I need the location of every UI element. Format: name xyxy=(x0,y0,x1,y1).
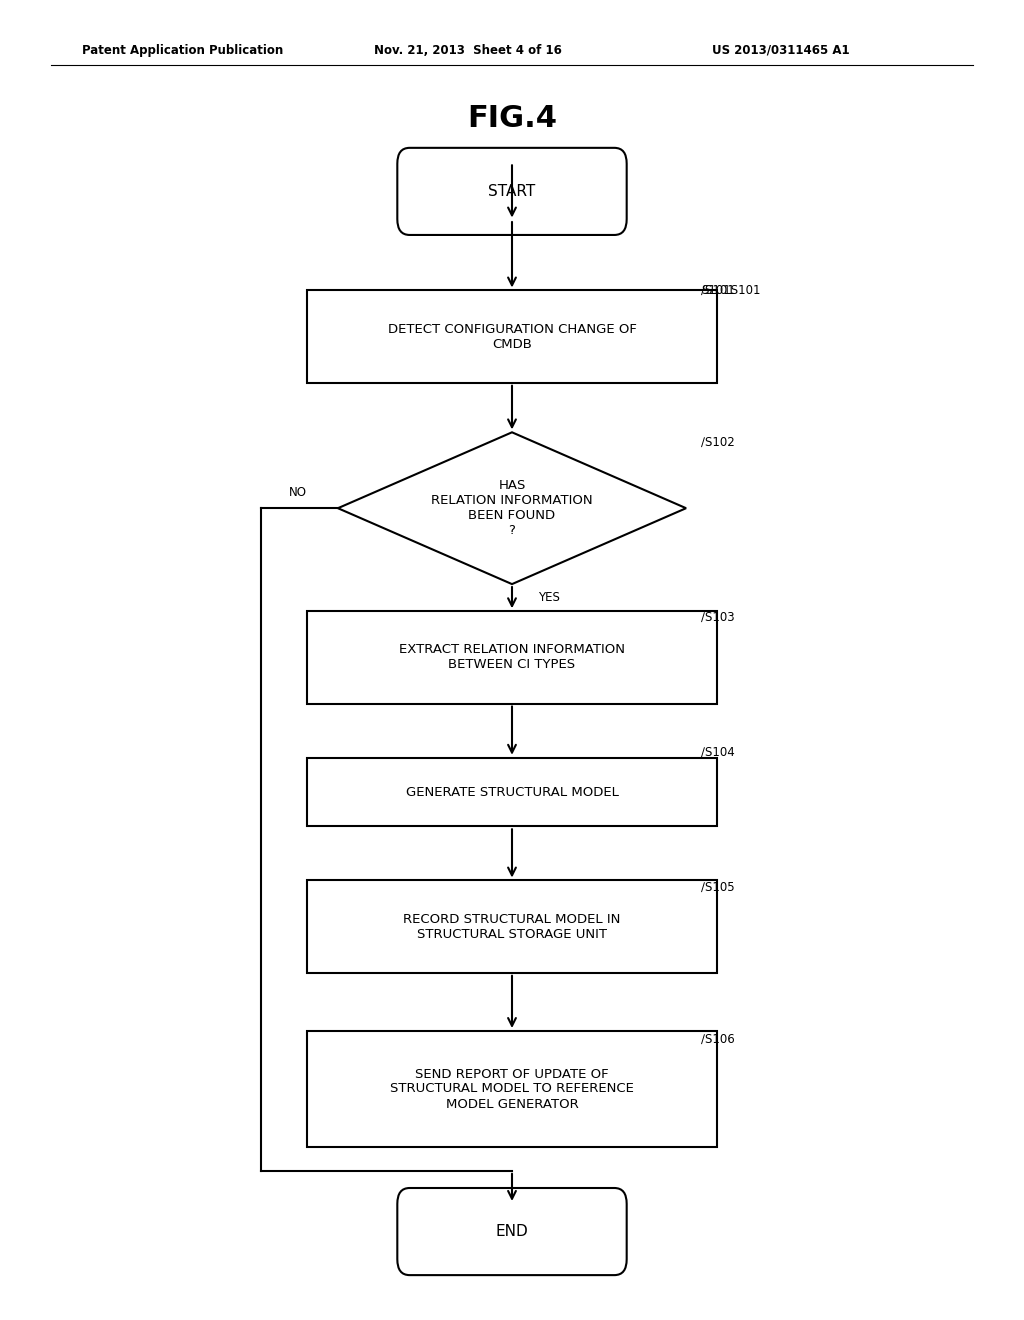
FancyBboxPatch shape xyxy=(397,1188,627,1275)
Text: YES: YES xyxy=(538,591,559,603)
Text: ∕S106: ∕S106 xyxy=(701,1032,735,1045)
Text: ∕S102: ∕S102 xyxy=(701,436,735,449)
Bar xyxy=(307,290,717,383)
Text: GENERATE STRUCTURAL MODEL: GENERATE STRUCTURAL MODEL xyxy=(406,785,618,799)
Bar xyxy=(307,611,717,704)
Text: ∕S101: ∕S101 xyxy=(701,284,735,297)
FancyBboxPatch shape xyxy=(397,148,627,235)
Text: Patent Application Publication: Patent Application Publication xyxy=(82,44,284,57)
Text: RECORD STRUCTURAL MODEL IN
STRUCTURAL STORAGE UNIT: RECORD STRUCTURAL MODEL IN STRUCTURAL ST… xyxy=(403,912,621,941)
Bar xyxy=(307,880,717,973)
Text: ∕S105: ∕S105 xyxy=(701,880,735,894)
Text: NO: NO xyxy=(289,486,307,499)
Text: ∕S104: ∕S104 xyxy=(701,746,735,759)
Text: FIG.4: FIG.4 xyxy=(467,104,557,133)
Text: ∕S103: ∕S103 xyxy=(701,611,735,624)
Text: SEND REPORT OF UPDATE OF
STRUCTURAL MODEL TO REFERENCE
MODEL GENERATOR: SEND REPORT OF UPDATE OF STRUCTURAL MODE… xyxy=(390,1068,634,1110)
Text: Nov. 21, 2013  Sheet 4 of 16: Nov. 21, 2013 Sheet 4 of 16 xyxy=(374,44,561,57)
Text: HAS
RELATION INFORMATION
BEEN FOUND
?: HAS RELATION INFORMATION BEEN FOUND ? xyxy=(431,479,593,537)
Text: S101S101: S101S101 xyxy=(701,284,761,297)
Text: START: START xyxy=(488,183,536,199)
Bar xyxy=(307,758,717,826)
Polygon shape xyxy=(338,433,686,583)
Text: EXTRACT RELATION INFORMATION
BETWEEN CI TYPES: EXTRACT RELATION INFORMATION BETWEEN CI … xyxy=(399,643,625,672)
Text: US 2013/0311465 A1: US 2013/0311465 A1 xyxy=(712,44,849,57)
Text: END: END xyxy=(496,1224,528,1239)
Text: DETECT CONFIGURATION CHANGE OF
CMDB: DETECT CONFIGURATION CHANGE OF CMDB xyxy=(387,322,637,351)
Bar xyxy=(307,1031,717,1147)
